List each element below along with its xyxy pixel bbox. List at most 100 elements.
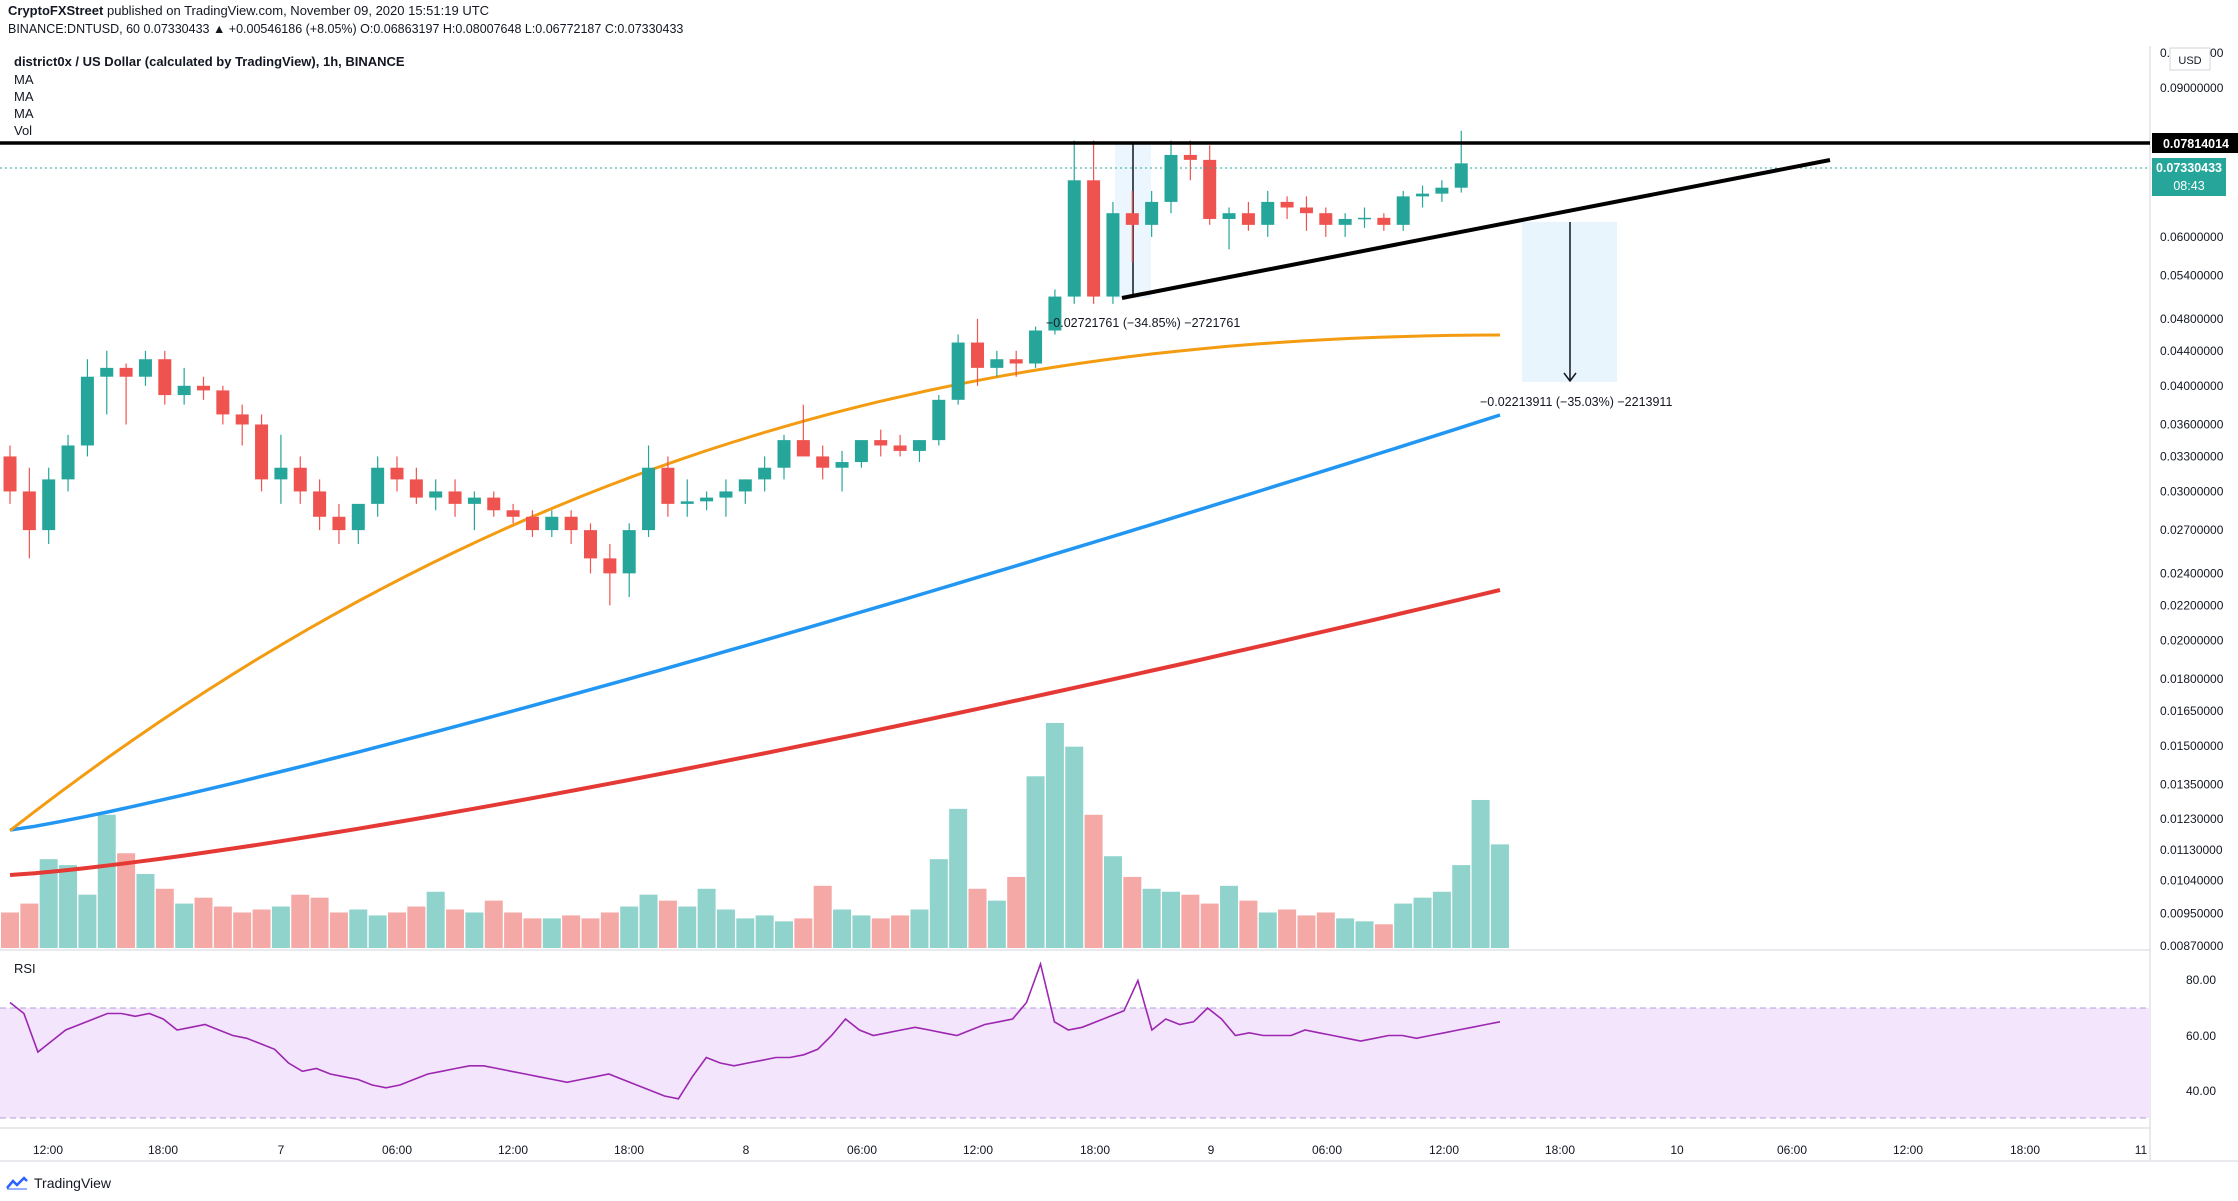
time-tick: 12:00	[1893, 1143, 1923, 1157]
rsi-axis: 80.00 60.00 40.00	[2186, 973, 2216, 1098]
ascending-trendline[interactable]	[1121, 158, 1831, 300]
volume-bar	[1103, 856, 1122, 948]
time-tick: 12:00	[963, 1143, 993, 1157]
candle	[622, 523, 636, 598]
moving-averages	[9, 333, 1501, 877]
volume-bar	[59, 865, 78, 948]
volume-bar	[852, 915, 871, 948]
candle	[661, 456, 675, 517]
volume-bar	[271, 906, 290, 948]
price-tick: 0.03600000	[2160, 417, 2224, 431]
volume-bar	[523, 918, 542, 948]
candle	[1106, 201, 1120, 304]
ma-50-line	[9, 333, 1501, 832]
ma-100-line	[9, 413, 1501, 832]
bar-countdown: 08:43	[2173, 179, 2204, 193]
candle	[197, 376, 210, 400]
candle	[313, 479, 327, 531]
tradingview-brand[interactable]: TradingView	[6, 1175, 111, 1191]
candle	[642, 445, 656, 537]
ma-200-line	[9, 588, 1501, 877]
symbol-title[interactable]: district0x / US Dollar (calculated by Tr…	[14, 54, 405, 69]
volume-bar	[252, 909, 271, 948]
candle	[3, 445, 17, 504]
legend-ma-3[interactable]: MA	[14, 106, 34, 121]
rsi-band	[0, 1008, 2150, 1118]
legend-ma-2[interactable]: MA	[14, 89, 34, 104]
candle	[854, 440, 868, 468]
time-tick: 06:00	[382, 1143, 412, 1157]
candle	[409, 467, 423, 504]
volume-bar	[1220, 885, 1239, 948]
rsi-tick: 80.00	[2186, 973, 2216, 987]
time-axis[interactable]: 12:00 18:00 7 06:00 12:00 18:00 8 06:00 12:00 18:…	[33, 1143, 2148, 1157]
rsi-tick: 40.00	[2186, 1084, 2216, 1098]
candle	[158, 350, 172, 405]
candle	[1377, 213, 1391, 231]
candle	[1203, 145, 1217, 225]
price-tick: 0.01130000	[2160, 843, 2223, 857]
candle	[177, 367, 191, 405]
candle	[274, 434, 288, 504]
price-tick: 0.02700000	[2160, 523, 2224, 537]
volume-bar	[484, 900, 503, 948]
volume-bar	[407, 906, 426, 948]
candle	[1087, 140, 1101, 304]
candle	[138, 350, 152, 386]
price-tick: 0.01230000	[2160, 812, 2224, 826]
volume-bar	[310, 897, 329, 948]
candle	[100, 350, 114, 415]
candle	[1358, 207, 1371, 228]
price-tick: 0.02400000	[2160, 566, 2224, 580]
price-tick: 0.02000000	[2160, 633, 2224, 647]
candle	[80, 359, 94, 457]
volume-bar	[291, 894, 310, 948]
candle	[1067, 140, 1081, 304]
publish-info: CryptoFXStreet published on TradingView.…	[8, 3, 489, 18]
candle	[293, 456, 307, 504]
candle	[1164, 140, 1178, 214]
candle	[467, 491, 481, 531]
volume-bar	[658, 900, 677, 948]
ohlc-line: BINANCE:DNTUSD, 60 0.07330433 ▲ +0.00546…	[8, 22, 684, 36]
volume-bar	[1432, 891, 1451, 948]
price-tick: 0.03000000	[2160, 484, 2224, 498]
candle	[912, 440, 926, 463]
rsi-line	[9, 961, 1501, 1100]
volume-bar	[833, 909, 852, 948]
volume-bar	[117, 853, 136, 948]
volume-bar	[329, 912, 348, 948]
candle	[1338, 213, 1352, 237]
legend-ma-1[interactable]: MA	[14, 72, 34, 87]
candle	[487, 491, 501, 517]
volume-bar	[716, 909, 735, 948]
volume-bar	[871, 918, 890, 948]
price-tick: 0.02200000	[2160, 598, 2224, 612]
legend-vol[interactable]: Vol	[14, 123, 33, 138]
volume-bar	[794, 918, 813, 948]
price-tick: 0.03300000	[2160, 449, 2224, 463]
time-tick: 18:00	[1080, 1143, 1110, 1157]
rsi-tick: 60.00	[2186, 1029, 2216, 1043]
currency-label[interactable]: USD	[2178, 55, 2201, 67]
volume-bar	[1297, 915, 1316, 948]
candle	[603, 543, 617, 606]
volume-bar	[446, 909, 465, 948]
candlesticks	[3, 130, 1468, 606]
volume-bar	[155, 888, 174, 948]
price-tick: 0.01040000	[2160, 873, 2224, 887]
time-tick: 18:00	[2010, 1143, 2040, 1157]
volume-bar	[755, 915, 774, 948]
price-tick: 0.00870000	[2160, 939, 2224, 953]
candle	[584, 523, 597, 574]
rsi-label: RSI	[14, 961, 36, 976]
publisher-name[interactable]: CryptoFXStreet	[8, 3, 104, 18]
candle	[777, 434, 791, 480]
volume-bar	[426, 891, 445, 948]
volume-bar	[213, 906, 232, 948]
volume-bar	[949, 808, 968, 948]
time-tick: 12:00	[1429, 1143, 1459, 1157]
last-price-badge	[2152, 158, 2226, 196]
candle	[796, 404, 810, 457]
